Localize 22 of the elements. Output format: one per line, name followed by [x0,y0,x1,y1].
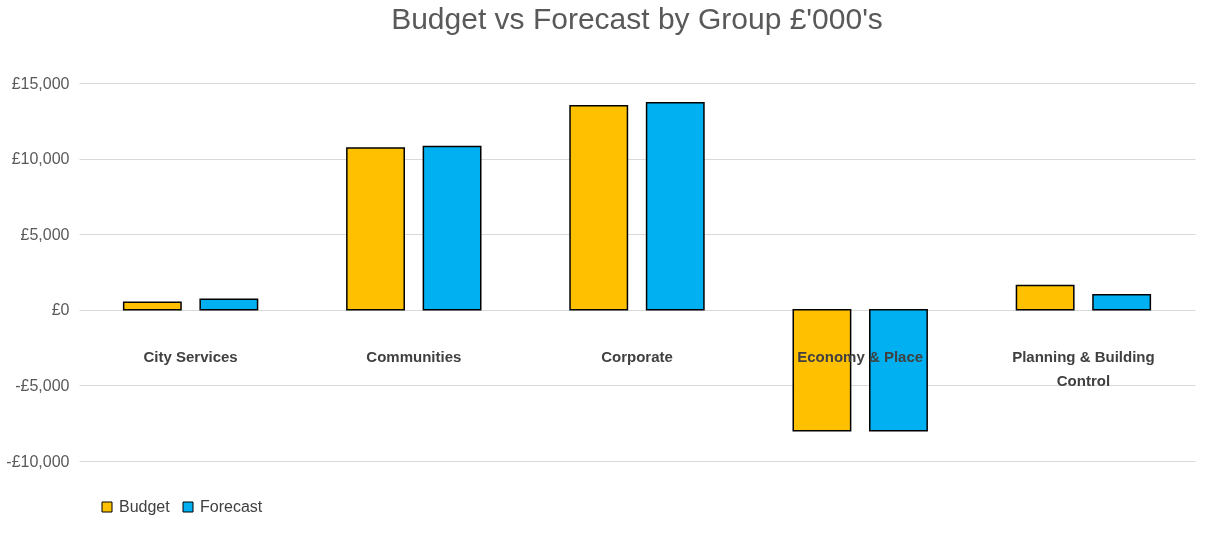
bar [1092,293,1152,311]
x-tick-label: Corporate [601,347,673,365]
bar [869,309,928,432]
y-tick-label: £5,000 [20,225,70,243]
legend-label: Forecast [200,498,263,515]
y-tick-label: £0 [51,301,70,319]
legend-label: Budget [119,498,171,515]
chart-title: Budget vs Forecast by Group £'000's [391,2,883,35]
x-tick-label: Communities [366,347,462,365]
bar [1015,284,1075,311]
bar [569,104,629,311]
x-tick-label: City Services [143,347,238,365]
bar [346,147,405,311]
bar [122,301,182,311]
y-tick-label: £15,000 [11,74,70,92]
bar [199,298,259,311]
y-tick-label: £10,000 [11,150,70,168]
y-tick-label: -£10,000 [6,452,70,470]
y-tick-label: -£5,000 [15,376,70,394]
bar [422,145,482,311]
x-tick-label: Planning & Building Control [1012,347,1155,389]
bar [645,101,705,311]
